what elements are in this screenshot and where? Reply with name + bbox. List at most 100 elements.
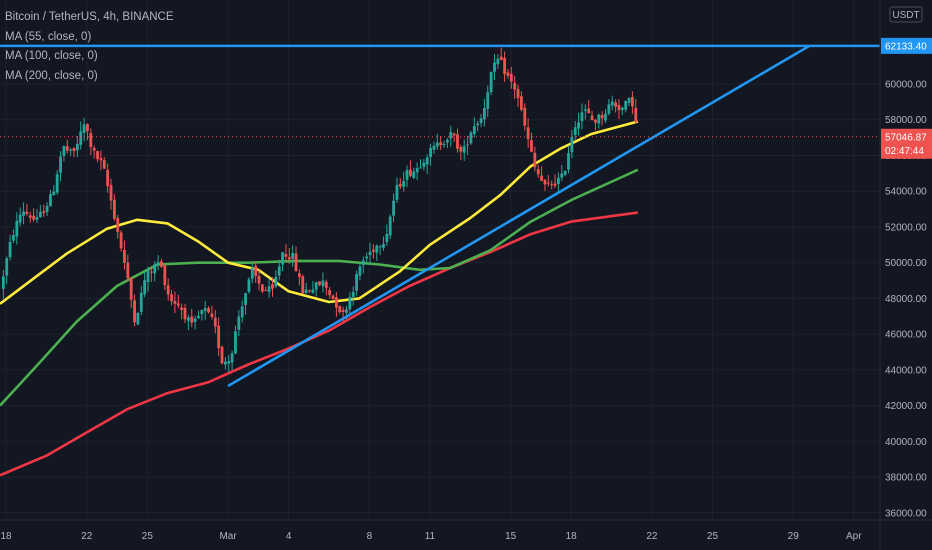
candle-body — [170, 294, 173, 302]
candle-body — [102, 160, 106, 169]
candle-body — [422, 162, 426, 168]
level-tag-value: 62133.40 — [885, 41, 927, 52]
last-price-tag-bg — [881, 128, 932, 159]
candle-body — [479, 118, 483, 124]
candle-body — [284, 253, 288, 257]
drawing-tools[interactable] — [0, 44, 880, 388]
y-tick-label: 38000.00 — [885, 473, 927, 484]
candle-body — [230, 353, 234, 363]
candle-body — [65, 146, 69, 151]
candle-body — [38, 211, 42, 217]
candle-body — [223, 361, 227, 365]
candle-body — [395, 184, 399, 200]
candle-body — [516, 88, 520, 99]
candle-body — [69, 149, 73, 151]
candle-body — [583, 109, 587, 111]
support-trendline[interactable] — [227, 44, 811, 388]
candle-body — [234, 331, 237, 354]
candle-body — [412, 171, 416, 178]
candle-body — [55, 174, 59, 193]
candle-body — [392, 200, 395, 216]
candle-body — [385, 234, 389, 243]
candle-body — [408, 169, 412, 176]
currency-label-box — [889, 6, 923, 23]
gridlines — [0, 0, 880, 520]
candle-body — [139, 292, 143, 312]
candle-body — [334, 297, 338, 308]
candle-body — [190, 316, 194, 323]
candle-body — [573, 127, 577, 136]
candle-body — [281, 252, 284, 265]
candle-body — [287, 257, 291, 260]
candle-body — [5, 258, 9, 276]
candle-body — [503, 57, 506, 75]
candle-body — [341, 310, 345, 312]
candle-body — [220, 346, 224, 364]
candle-body — [25, 211, 29, 214]
candle-body — [35, 217, 39, 220]
y-tick-label: 44000.00 — [885, 365, 927, 376]
candle-body — [351, 291, 355, 297]
candle-body — [149, 271, 153, 273]
candle-body — [133, 300, 136, 323]
y-tick-label: 54000.00 — [885, 187, 927, 198]
y-tick-label: 40000.00 — [885, 437, 927, 448]
candle-body — [557, 177, 560, 184]
candle-body — [314, 282, 318, 290]
candle-body — [304, 289, 308, 293]
legend-ma55[interactable]: MA (55, close, 0) — [5, 30, 92, 43]
x-tick-label: 25 — [707, 531, 719, 542]
legend-ma100[interactable]: MA (100, close, 0) — [5, 50, 98, 62]
candle-body — [432, 145, 436, 150]
currency-label[interactable]: USDT — [892, 10, 919, 21]
candle-body — [291, 253, 295, 259]
candle-body — [116, 217, 120, 232]
candle-body — [244, 293, 247, 306]
candle-body — [62, 145, 66, 156]
chart-legend: Bitcoin / TetherUS, 4h, BINANCE MA (55, … — [5, 8, 174, 86]
candle-body — [237, 316, 241, 330]
x-tick-label: 25 — [142, 531, 154, 542]
time-axis[interactable]: 18 22 25 Mar 4 8 11 15 18 22 25 29 Apr — [0, 531, 862, 542]
candle-body — [483, 108, 486, 120]
candle-body — [72, 147, 76, 151]
candle-body — [520, 96, 523, 110]
candle-body — [217, 325, 221, 349]
candle-body — [439, 142, 443, 146]
candle-body — [136, 313, 140, 325]
candle-body — [186, 317, 190, 321]
candle-body — [86, 124, 89, 132]
x-tick-label: Mar — [219, 531, 237, 542]
candle-body — [371, 249, 375, 252]
candle-body — [173, 300, 177, 304]
candle-body — [462, 146, 466, 153]
candle-body — [577, 122, 580, 129]
candle-body — [546, 182, 550, 184]
candle-body — [156, 262, 160, 266]
candle-body — [123, 250, 126, 263]
price-axis[interactable]: 36000.00 38000.00 40000.00 42000.00 44000.00… — [885, 6, 927, 519]
candle-body — [563, 170, 567, 175]
candle-body — [361, 260, 365, 266]
legend-symbol[interactable]: Bitcoin / TetherUS, 4h, BINANCE — [5, 11, 174, 23]
candle-body — [331, 295, 335, 300]
candle-body — [499, 56, 503, 61]
level-tag-bg — [881, 37, 932, 54]
price-tags: 62133.40 57046.87 02:47:44 — [881, 37, 932, 159]
ma100-line — [0, 168, 639, 407]
candle-body — [277, 266, 281, 276]
candle-body — [382, 243, 385, 248]
candle-body — [634, 107, 638, 123]
candle-body — [570, 137, 574, 153]
candle-body — [308, 290, 311, 292]
candle-body — [8, 241, 12, 258]
candle-body — [52, 191, 56, 196]
legend-ma200[interactable]: MA (200, close, 0) — [5, 69, 98, 82]
candle-body — [486, 92, 490, 109]
candle-body — [560, 173, 564, 178]
candle-body — [378, 246, 382, 248]
candle-body — [553, 183, 557, 186]
candle-body — [580, 112, 584, 122]
x-tick-label: 11 — [425, 531, 436, 542]
